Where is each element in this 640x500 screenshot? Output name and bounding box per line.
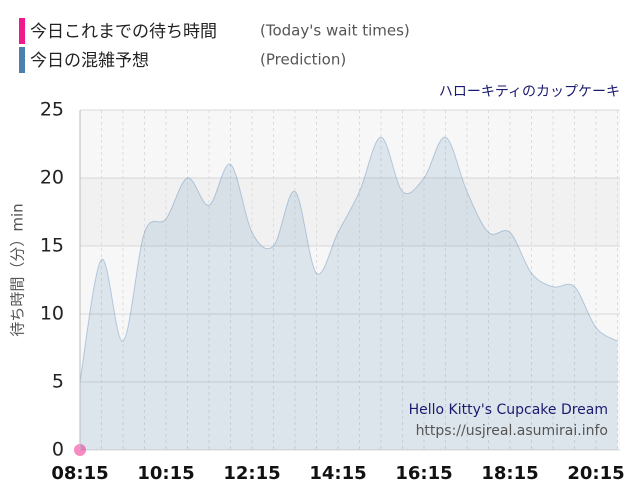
y-tick-label: 0 [52, 439, 64, 461]
x-tick-label: 16:15 [395, 463, 452, 484]
x-tick-label: 10:15 [137, 463, 194, 484]
annotation: https://usjreal.asumirai.info [416, 423, 608, 439]
annotation: Hello Kitty's Cupcake Dream [409, 402, 608, 418]
area [80, 137, 618, 450]
legend-label: 今日これまでの待ち時間 [30, 22, 217, 42]
legend-swatch [19, 47, 25, 73]
y-tick-label: 5 [52, 371, 64, 393]
y-axis-label: 待ち時間（分）min [9, 203, 27, 336]
y-tick-label: 15 [40, 235, 64, 257]
legend-swatch [19, 18, 25, 44]
chart-title: ハローキティのカップケーキ [439, 84, 620, 100]
x-tick-label: 20:15 [567, 463, 624, 484]
line [79, 136, 618, 383]
x-tick-label: 12:15 [223, 463, 280, 484]
y-tick-label: 20 [40, 167, 64, 189]
x-tick-label: 18:15 [481, 463, 538, 484]
plot-band [80, 178, 620, 246]
legend-note: (Today's wait times) [260, 22, 410, 40]
x-tick-label: 14:15 [309, 463, 366, 484]
x-tick-label: 08:15 [51, 463, 108, 484]
legend-label: 今日の混雑予想 [30, 51, 149, 71]
legend-note: (Prediction) [260, 51, 346, 69]
y-tick-label: 10 [40, 303, 64, 325]
plot-background [80, 110, 620, 450]
y-tick-label: 25 [40, 99, 64, 121]
